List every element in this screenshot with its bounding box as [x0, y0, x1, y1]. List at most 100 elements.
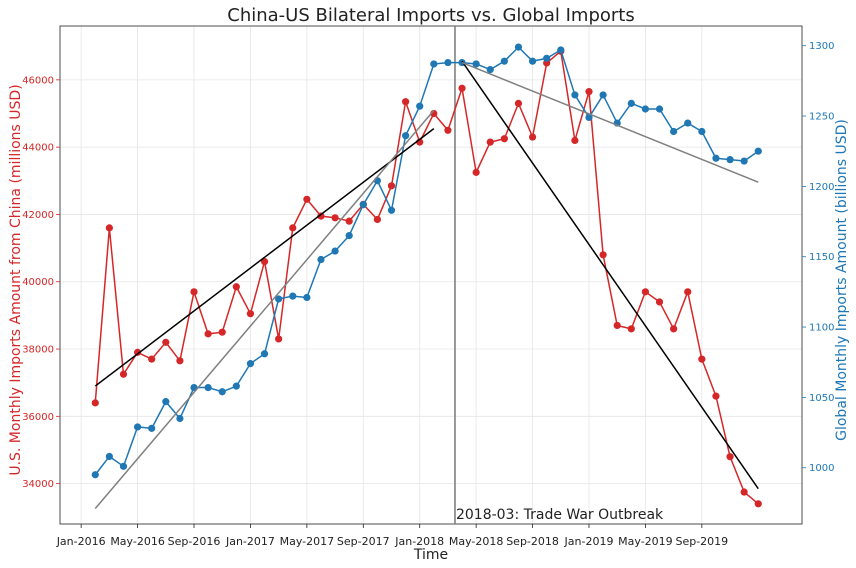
global-trend-line — [461, 61, 759, 183]
china-imports-point — [627, 325, 635, 333]
trade-war-annotation: 2018-03: Trade War Outbreak — [456, 507, 664, 523]
y-left-tick-label: 38000 — [22, 345, 54, 356]
china-imports-point — [458, 84, 466, 92]
y-left-tick-label: 44000 — [22, 143, 54, 154]
global-imports-point — [162, 398, 170, 406]
global-imports-point — [599, 91, 607, 99]
global-imports-point — [726, 156, 734, 164]
china-imports-point — [514, 99, 523, 107]
chart-title: China-US Bilateral Imports vs. Global Im… — [227, 5, 634, 26]
y-left-tick-label: 34000 — [22, 479, 54, 490]
global-imports-point — [430, 60, 438, 68]
china-imports-point — [148, 355, 156, 363]
x-tick-label: Jan-2016 — [56, 535, 106, 548]
y-right-tick-label: 1300 — [809, 41, 834, 52]
china-imports-point — [585, 88, 593, 96]
china-imports-point — [289, 224, 297, 232]
x-tick-label: May-2017 — [280, 535, 335, 548]
china-imports-point — [613, 321, 621, 330]
global-imports-point — [698, 127, 706, 136]
china-imports-point — [387, 182, 396, 190]
global-imports-point — [684, 119, 692, 127]
china-imports-point — [641, 288, 650, 296]
china-imports-point — [500, 135, 508, 143]
x-tick-label: Sep-2016 — [168, 535, 221, 548]
global-imports-point — [641, 105, 650, 113]
x-tick-label: Sep-2019 — [675, 535, 728, 548]
global-imports-point — [387, 206, 396, 214]
global-imports-point — [218, 388, 226, 396]
china-imports-point — [345, 217, 353, 225]
global-imports-point — [655, 105, 664, 113]
y-right-tick-label: 1000 — [809, 463, 834, 474]
china-imports-point — [331, 214, 339, 222]
china-imports-point — [670, 325, 678, 333]
axis-ticks: Jan-2016 May-2016 Sep-2016 Jan-2017 May-2017… — [22, 41, 834, 548]
global-imports-point — [133, 423, 142, 431]
china-imports-point — [444, 126, 452, 134]
x-tick-label: Jan-2017 — [225, 535, 275, 548]
x-tick-label: Sep-2018 — [506, 535, 559, 548]
china-imports-point — [402, 98, 410, 106]
global-imports-point — [204, 383, 212, 392]
global-imports-point — [472, 60, 480, 68]
global-imports-point — [514, 43, 523, 51]
china-imports-point — [528, 133, 537, 141]
global-imports-point — [176, 414, 184, 423]
global-imports-point — [712, 154, 720, 162]
china-imports-point — [655, 298, 664, 306]
global-imports-point — [571, 91, 579, 99]
y-left-tick-label: 40000 — [22, 277, 54, 288]
global-imports-point — [670, 127, 678, 136]
global-imports-point — [105, 452, 113, 461]
global-imports-point — [303, 293, 311, 302]
x-tick-label: Jan-2018 — [394, 535, 444, 548]
china-imports-point — [91, 399, 99, 407]
global-imports-point — [754, 147, 762, 155]
china-imports-point — [684, 288, 692, 296]
china-imports-point — [133, 348, 142, 356]
global-imports-point — [246, 360, 255, 368]
global-imports-point — [627, 99, 635, 107]
global-trend-line — [94, 109, 435, 510]
china-imports-point — [373, 215, 381, 224]
global-imports-point — [275, 295, 283, 303]
china-imports-point — [162, 338, 170, 346]
global-imports-point — [585, 113, 593, 122]
global-imports-point — [528, 57, 537, 65]
china-imports-point — [571, 136, 579, 145]
y-left-tick-label: 42000 — [22, 210, 54, 221]
grid — [60, 26, 802, 524]
global-imports-point — [557, 46, 565, 54]
x-tick-label: May-2018 — [449, 535, 504, 548]
global-imports-point — [91, 471, 99, 479]
global-imports-point — [119, 462, 128, 470]
china-imports-point — [472, 168, 480, 176]
y-left-tick-label: 36000 — [22, 412, 54, 423]
y-axis-label-right: Global Monthly Imports Amount (billions … — [834, 119, 850, 441]
china-imports-point — [260, 257, 269, 266]
china-imports-point — [698, 355, 706, 363]
x-axis-label: Time — [413, 547, 448, 563]
china-imports-point — [275, 335, 283, 343]
china-imports-point — [712, 392, 720, 400]
y-right-tick-label: 1200 — [809, 182, 834, 193]
global-imports-point — [444, 58, 452, 67]
china-imports-point — [317, 212, 325, 220]
china-imports-point — [754, 500, 762, 508]
x-tick-label: May-2016 — [110, 535, 165, 548]
y-right-tick-label: 1100 — [809, 323, 834, 334]
y-right-tick-label: 1150 — [809, 252, 834, 263]
china-trend-line — [461, 60, 759, 490]
china-trend-line — [94, 128, 435, 387]
china-imports-point — [190, 288, 198, 296]
y-right-tick-label: 1250 — [809, 112, 834, 123]
china-imports-point — [740, 488, 748, 496]
china-imports-point — [105, 224, 113, 232]
china-imports-point — [218, 328, 226, 336]
x-tick-label: Jan-2019 — [564, 535, 614, 548]
y-axis-label-left: U.S. Monthly Imports Amount from China (… — [8, 84, 24, 475]
global-imports-point — [543, 54, 551, 62]
plot-area — [59, 25, 803, 525]
